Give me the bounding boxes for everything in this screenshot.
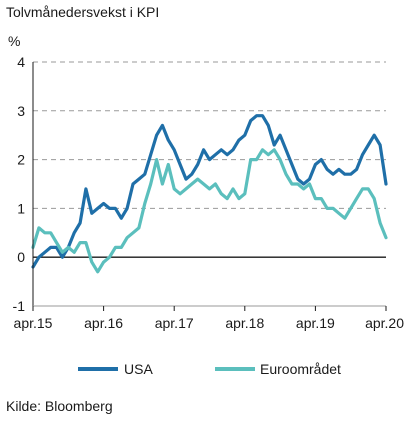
y-tick-label: 4 [17, 54, 25, 70]
series-line-euro [31, 148, 388, 274]
x-tick-label: apr.17 [155, 315, 194, 331]
legend-label: USA [124, 361, 153, 377]
series-lines [31, 114, 388, 274]
x-tick-labels: apr.15 apr.16 apr.17 apr.18 apr.19 apr.20 [14, 315, 405, 331]
source-note: Kilde: Bloomberg [6, 398, 113, 414]
plot-frame [32, 62, 387, 311]
y-axis-unit: % [8, 33, 21, 49]
y-tick-labels: -1 0 1 2 3 4 [13, 54, 26, 314]
y-tick-label: 2 [17, 152, 25, 168]
chart-title: Tolvmånedersvekst i KPI [6, 4, 160, 20]
x-tick-label: apr.18 [225, 315, 264, 331]
y-tick-label: 3 [17, 103, 25, 119]
y-tick-label: 1 [17, 200, 25, 216]
x-tick-label: apr.16 [84, 315, 123, 331]
legend-label: Euroområdet [260, 361, 341, 377]
legend: USA Euroområdet [78, 361, 341, 377]
x-tick-label: apr.20 [365, 315, 404, 331]
y-tick-label: 0 [17, 249, 25, 265]
x-tick-label: apr.19 [296, 315, 335, 331]
x-tick-label: apr.15 [14, 315, 53, 331]
series-line-usa [31, 114, 388, 269]
y-tick-label: -1 [13, 298, 26, 314]
